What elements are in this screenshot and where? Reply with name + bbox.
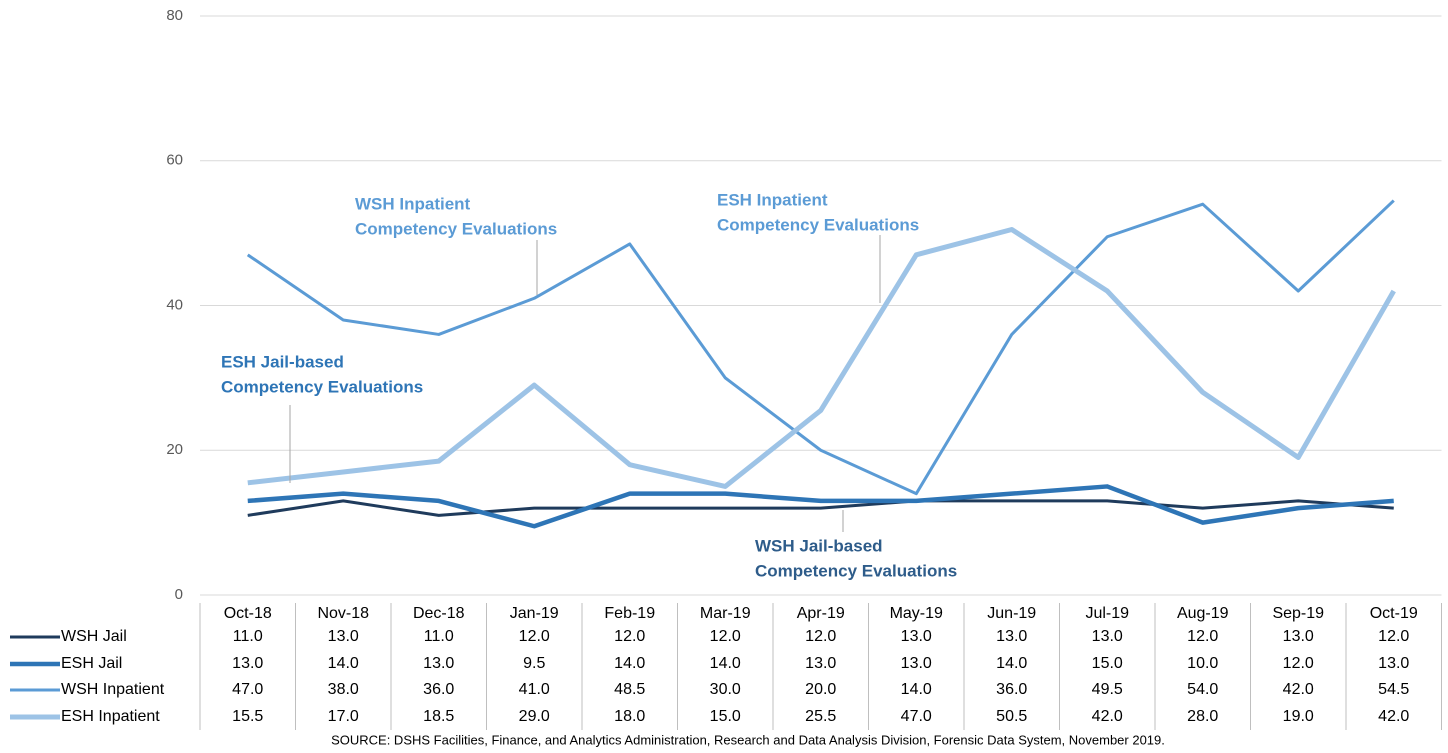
x-tick-label: Aug-19: [1177, 605, 1229, 622]
x-tick-label: May-19: [890, 605, 943, 622]
series-line: [247, 499, 1394, 517]
table-value: 15.5: [232, 708, 263, 725]
table-value: 36.0: [996, 681, 1027, 698]
x-tick-label: Dec-18: [413, 605, 465, 622]
table-value: 14.0: [996, 655, 1027, 672]
table-value: 15.0: [710, 708, 741, 725]
table-value: 13.0: [1378, 655, 1409, 672]
table-value: 13.0: [1283, 628, 1314, 645]
annotation: ESH Inpatient: [717, 190, 828, 209]
x-tick-label: Jun-19: [987, 605, 1036, 622]
table-value: 30.0: [710, 681, 741, 698]
table-value: 14.0: [710, 655, 741, 672]
table-value: 15.0: [1092, 655, 1123, 672]
table-value: 54.5: [1378, 681, 1409, 698]
table-value: 12.0: [1283, 655, 1314, 672]
table-value: 47.0: [901, 708, 932, 725]
table-value: 42.0: [1378, 708, 1409, 725]
table-value: 13.0: [805, 655, 836, 672]
annotation: WSH Inpatient: [355, 194, 471, 213]
series-line: [246, 199, 1395, 496]
x-tick-label: Oct-18: [224, 605, 272, 622]
table-value: 18.0: [614, 708, 645, 725]
annotation: Competency Evaluations: [221, 377, 423, 396]
table-value: 10.0: [1187, 655, 1218, 672]
table-value: 9.5: [523, 655, 545, 672]
table-value: 47.0: [232, 681, 263, 698]
y-tick-label: 60: [166, 152, 183, 169]
x-tick-label: Feb-19: [604, 605, 655, 622]
x-tick-label: Mar-19: [700, 605, 751, 622]
table-value: 13.0: [901, 655, 932, 672]
table-value: 14.0: [614, 655, 645, 672]
legend-label: ESH Jail: [61, 655, 122, 672]
series-line: [247, 484, 1394, 529]
table-value: 11.0: [233, 628, 263, 645]
table-value: 13.0: [996, 628, 1027, 645]
table-value: 17.0: [328, 708, 359, 725]
y-tick-label: 40: [166, 296, 183, 313]
table-value: 36.0: [423, 681, 454, 698]
table-value: 12.0: [805, 628, 836, 645]
table-value: 12.0: [1378, 628, 1409, 645]
x-tick-label: Jul-19: [1085, 605, 1129, 622]
y-tick-label: 0: [175, 586, 183, 603]
table-value: 54.0: [1187, 681, 1218, 698]
table-value: 14.0: [328, 655, 359, 672]
table-value: 50.5: [996, 708, 1027, 725]
x-tick-label: Jan-19: [510, 605, 559, 622]
annotation: WSH Jail-based: [755, 536, 883, 555]
table-value: 12.0: [614, 628, 645, 645]
y-tick-label: 20: [166, 441, 183, 458]
y-tick-label: 80: [166, 7, 183, 24]
series-line: [247, 227, 1396, 489]
x-tick-label: Nov-18: [317, 605, 369, 622]
table-value: 13.0: [1092, 628, 1123, 645]
table-value: 19.0: [1283, 708, 1314, 725]
x-tick-label: Oct-19: [1370, 605, 1418, 622]
table-value: 25.5: [805, 708, 836, 725]
table-value: 13.0: [423, 655, 454, 672]
table-value: 48.5: [614, 681, 645, 698]
table-value: 13.0: [232, 655, 263, 672]
table-value: 11.0: [424, 628, 454, 645]
table-value: 49.5: [1092, 681, 1123, 698]
legend-label: WSH Inpatient: [61, 681, 165, 698]
table-value: 14.0: [901, 681, 932, 698]
table-value: 42.0: [1283, 681, 1314, 698]
legend-label: ESH Inpatient: [61, 708, 160, 725]
table-value: 41.0: [519, 681, 550, 698]
table-value: 13.0: [328, 628, 359, 645]
table-value: 28.0: [1187, 708, 1218, 725]
table-value: 13.0: [901, 628, 932, 645]
source-note: SOURCE: DSHS Facilities, Finance, and An…: [331, 732, 1165, 747]
table-value: 12.0: [710, 628, 741, 645]
x-tick-label: Sep-19: [1272, 605, 1324, 622]
annotation: ESH Jail-based: [221, 352, 344, 371]
annotation: Competency Evaluations: [355, 219, 557, 238]
table-value: 29.0: [519, 708, 550, 725]
x-tick-label: Apr-19: [797, 605, 845, 622]
table-value: 42.0: [1092, 708, 1123, 725]
legend-label: WSH Jail: [61, 628, 127, 645]
annotation: Competency Evaluations: [717, 215, 919, 234]
annotation: Competency Evaluations: [755, 561, 957, 580]
table-value: 12.0: [1187, 628, 1218, 645]
table-value: 20.0: [805, 681, 836, 698]
table-value: 12.0: [519, 628, 550, 645]
table-value: 38.0: [328, 681, 359, 698]
table-value: 18.5: [423, 708, 454, 725]
